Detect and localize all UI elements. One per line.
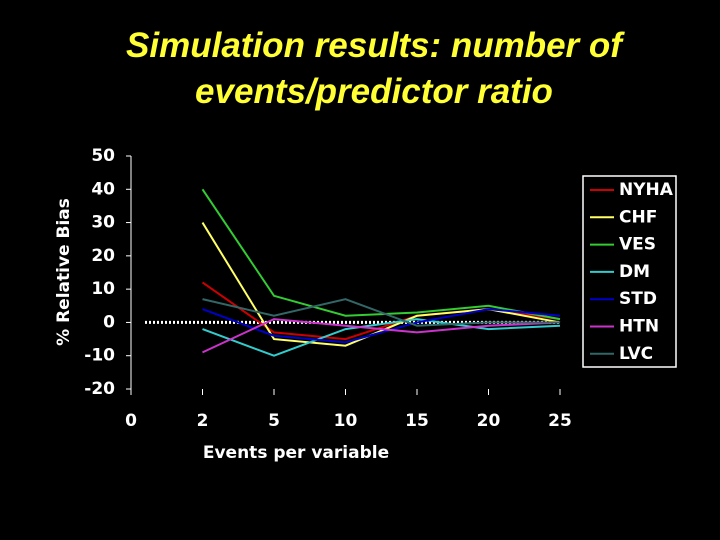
x-tick-label: 0	[125, 411, 137, 431]
legend-label: NYHA	[619, 180, 674, 200]
series-line	[202, 318, 561, 354]
series-line	[202, 308, 561, 344]
series-line	[202, 298, 560, 327]
legend-label: VES	[619, 235, 656, 255]
legend-label: DM	[619, 262, 650, 282]
x-tick-label: 2	[197, 411, 209, 431]
y-tick-label: 40	[91, 179, 115, 199]
y-tick-label: 50	[91, 146, 115, 166]
series-line	[202, 318, 561, 357]
y-tick-label: 30	[91, 213, 115, 233]
legend-label: CHF	[619, 207, 657, 227]
x-tick-label: 20	[477, 411, 501, 431]
x-tick-label: 25	[548, 411, 572, 431]
y-tick-label: 0	[103, 312, 115, 332]
x-axis-label: Events per variable	[203, 443, 389, 463]
y-axis-label: % Relative Bias	[54, 198, 74, 346]
x-tick-label: 15	[405, 411, 429, 431]
chart-title: Simulation results: number of events/pred…	[126, 26, 625, 111]
y-tick-label: -20	[84, 379, 115, 399]
legend-label: HTN	[619, 317, 659, 337]
x-tick-label: 5	[268, 411, 280, 431]
series-line	[201, 188, 561, 321]
y-tick-label: 20	[91, 246, 115, 266]
y-tick-label: -10	[84, 346, 115, 366]
legend-label: LVC	[619, 344, 653, 364]
legend-label: STD	[619, 289, 657, 309]
series-line	[201, 222, 561, 347]
y-tick-label: 10	[91, 279, 115, 299]
legend-box	[582, 175, 677, 368]
x-tick-label: 10	[334, 411, 358, 431]
